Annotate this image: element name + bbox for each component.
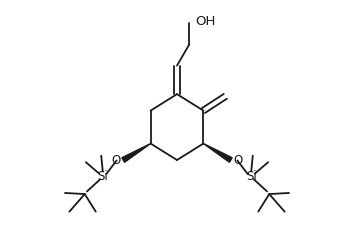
Text: Si: Si (97, 169, 108, 182)
Text: O: O (111, 153, 121, 166)
Text: O: O (233, 153, 243, 166)
Polygon shape (122, 144, 151, 163)
Polygon shape (203, 144, 232, 163)
Text: OH: OH (196, 15, 216, 28)
Text: Si: Si (246, 169, 257, 182)
